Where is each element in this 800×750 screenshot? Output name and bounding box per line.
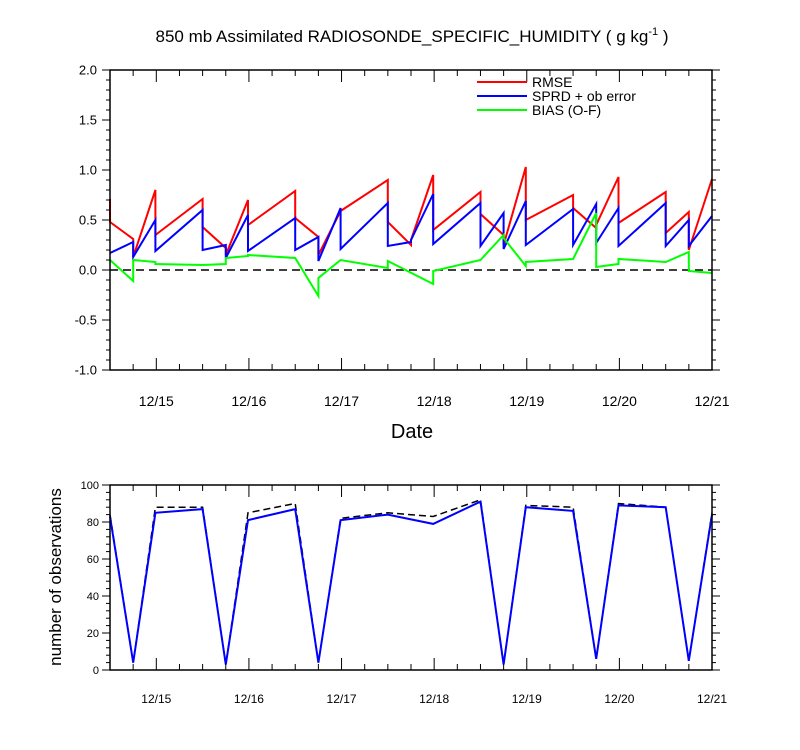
x-tick-label: 12/19 [509, 393, 544, 409]
x-axis-label: Date [391, 421, 433, 443]
y-tick-label: 2.0 [79, 63, 97, 78]
chart-title: 850 mb Assimilated RADIOSONDE_SPECIFIC_H… [156, 26, 669, 46]
legend-label-bias-o-f: BIAS (O-F) [532, 102, 601, 118]
bottom-plot-frame [109, 484, 713, 671]
legend-label-rmse: RMSE [532, 74, 572, 90]
top-series-group [109, 166, 713, 300]
y-tick-label: 1.5 [79, 113, 97, 128]
bottom-series-group [109, 498, 713, 665]
x-tick-label: 12/18 [417, 393, 452, 409]
x-tick-label: 12/18 [419, 692, 449, 706]
y-tick-label: 40 [87, 591, 99, 603]
y-tick-label: 80 [87, 517, 99, 529]
y-tick-label: 0 [93, 665, 99, 677]
top-axis-ticks: -1.0 -0.5 0.0 0.5 1.0 1.5 2.0 12/15 12/16 12/17 12… [75, 63, 730, 409]
x-tick-label: 12/21 [697, 692, 727, 706]
x-tick-label: 12/15 [141, 692, 171, 706]
y-tick-label: 1.0 [79, 163, 97, 178]
x-tick-label: 12/20 [602, 393, 637, 409]
x-tick-label: 12/21 [694, 393, 729, 409]
x-tick-label: 12/17 [327, 692, 357, 706]
y-tick-label: 0.5 [79, 213, 97, 228]
top-plot: -1.0 -0.5 0.0 0.5 1.0 1.5 2.0 12/15 12/16 12/17 12… [75, 63, 730, 409]
y-axis-label-observations: number of observations [46, 488, 65, 666]
series-line-sprd-ob-error [109, 193, 713, 262]
x-tick-label: 12/19 [512, 692, 542, 706]
series-line-assimilated-observations [109, 500, 713, 665]
x-tick-label: 12/16 [234, 692, 264, 706]
x-tick-label: 12/17 [324, 393, 359, 409]
y-tick-label: 20 [87, 628, 99, 640]
y-tick-label: -0.5 [75, 313, 97, 328]
y-tick-label: 100 [81, 480, 99, 492]
bottom-axis-ticks: 0 20 40 60 80 100 12/15 12/16 12/17 12/18 12/19 12/… [81, 480, 728, 706]
series-line-possible-observations [109, 498, 713, 665]
y-tick-label: 0.0 [79, 263, 97, 278]
chart-title-main: 850 mb Assimilated RADIOSONDE_SPECIFIC_H… [156, 27, 649, 46]
y-tick-label: 60 [87, 554, 99, 566]
x-tick-label: 12/20 [604, 692, 634, 706]
series-line-bias-o-f [109, 212, 713, 300]
x-tick-label: 12/16 [231, 393, 266, 409]
legend-label-sprd-ob-error: SPRD + ob error [532, 88, 636, 104]
top-plot-frame [109, 69, 713, 371]
chart-title-superscript: -1 [648, 26, 658, 38]
y-tick-label: -1.0 [75, 363, 97, 378]
chart-title-tail: ) [658, 27, 668, 46]
x-tick-label: 12/15 [139, 393, 174, 409]
bottom-plot: 0 20 40 60 80 100 12/15 12/16 12/17 12/18 12/19 12/… [81, 480, 728, 706]
